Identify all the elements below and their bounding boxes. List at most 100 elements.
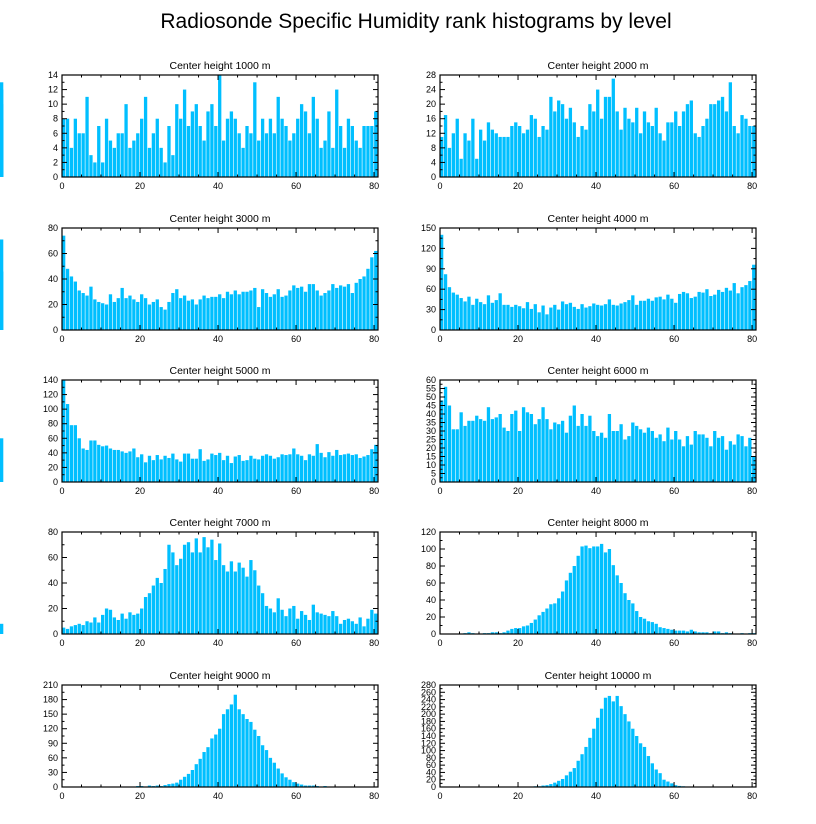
bar	[307, 284, 312, 330]
bar	[0, 623, 4, 634]
bar	[537, 615, 541, 634]
x-tick-label: 60	[669, 791, 679, 801]
bar	[206, 111, 210, 177]
bar	[482, 420, 487, 482]
bar	[635, 304, 639, 330]
bar	[689, 100, 693, 177]
bar	[666, 122, 670, 177]
bar	[65, 404, 70, 482]
bar	[323, 457, 327, 482]
bar	[221, 460, 226, 482]
bar	[303, 614, 308, 635]
bar	[108, 140, 113, 177]
bar	[218, 294, 222, 330]
bar	[510, 628, 514, 634]
y-tick-label: 60	[48, 249, 58, 259]
bar	[62, 627, 66, 635]
bar	[752, 126, 756, 177]
bar	[748, 281, 752, 330]
y-tick-label: 25	[426, 435, 436, 445]
bar	[229, 463, 234, 482]
y-tick-label: 180	[43, 695, 58, 705]
bar	[190, 552, 195, 634]
bar	[631, 603, 635, 634]
bar	[163, 309, 167, 330]
x-tick-label: 80	[747, 791, 757, 801]
bar	[260, 745, 265, 787]
y-tick-label: 100	[43, 404, 58, 414]
bar	[599, 708, 604, 787]
bar	[533, 304, 537, 330]
bar	[104, 445, 109, 482]
bar	[619, 583, 623, 634]
bar	[572, 566, 576, 634]
bar	[681, 111, 686, 177]
bar	[623, 714, 627, 787]
bar	[654, 623, 658, 634]
bar	[276, 598, 280, 634]
bar	[128, 612, 132, 634]
bar	[327, 452, 331, 482]
x-tick-label: 80	[369, 638, 379, 648]
bar	[463, 133, 467, 177]
bar	[475, 298, 479, 330]
bar	[506, 431, 510, 482]
bar	[120, 287, 124, 330]
bar	[658, 434, 662, 482]
bar	[268, 118, 273, 177]
bar	[545, 419, 549, 482]
bar	[580, 546, 584, 634]
bar	[221, 140, 226, 177]
bar	[693, 133, 697, 177]
y-tick-label: 30	[426, 305, 436, 315]
bar	[237, 133, 241, 177]
bar	[370, 449, 374, 482]
bar	[658, 627, 662, 634]
bar	[615, 431, 619, 482]
bar	[93, 617, 97, 634]
bar	[572, 405, 576, 482]
bar	[623, 593, 627, 634]
bar	[116, 619, 120, 634]
bar	[685, 631, 690, 634]
bar	[182, 89, 187, 177]
x-tick-label: 0	[59, 486, 64, 496]
bar	[518, 431, 522, 482]
bar	[311, 604, 315, 634]
y-tick-label: 60	[48, 553, 58, 563]
bar	[112, 301, 117, 330]
bar	[654, 769, 658, 787]
bar	[697, 291, 701, 330]
bar	[354, 140, 358, 177]
bar	[514, 628, 518, 634]
y-tick-label: 150	[43, 709, 58, 719]
bar	[210, 104, 214, 177]
bar	[245, 460, 249, 482]
bar	[525, 412, 530, 482]
bar	[229, 561, 234, 634]
y-tick-label: 80	[48, 419, 58, 429]
bar	[284, 616, 288, 634]
y-tick-label: 0	[431, 172, 436, 182]
bar	[541, 305, 545, 330]
x-tick-label: 20	[513, 791, 523, 801]
bar	[198, 758, 202, 787]
bar	[631, 728, 635, 787]
bar	[533, 424, 537, 482]
y-tick-label: 150	[421, 223, 436, 233]
bar	[206, 547, 210, 634]
x-tick-label: 60	[291, 334, 301, 344]
bar	[611, 431, 615, 482]
bar	[697, 434, 701, 482]
y-tick-label: 20	[48, 462, 58, 472]
bar	[541, 611, 545, 634]
bar	[560, 778, 565, 787]
bar	[93, 299, 97, 330]
bar	[132, 299, 136, 330]
bar	[175, 565, 179, 634]
bar	[179, 118, 183, 177]
bar	[599, 432, 604, 482]
bar	[331, 147, 335, 177]
y-tick-label: 60	[48, 433, 58, 443]
bar	[358, 147, 362, 177]
